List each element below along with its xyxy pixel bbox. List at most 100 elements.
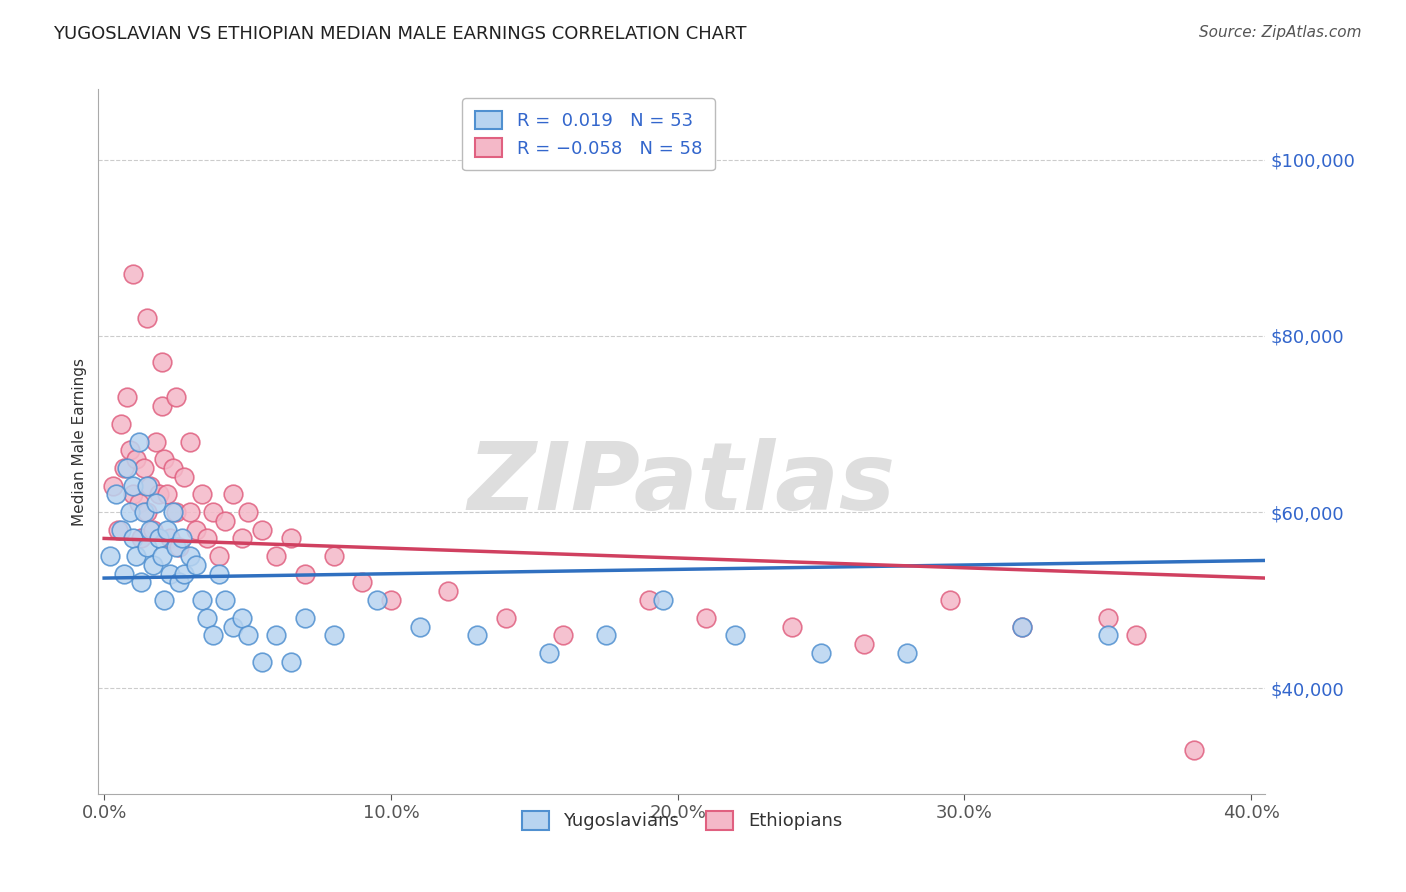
Text: ZIPatlas: ZIPatlas [468, 438, 896, 530]
Point [782, 619, 804, 633]
Point [231, 611, 253, 625]
Point [222, 487, 245, 501]
Point [437, 584, 460, 599]
Point [101, 478, 124, 492]
Point [156, 523, 179, 537]
Point [551, 628, 574, 642]
Point [896, 646, 918, 660]
Point [121, 487, 143, 501]
Point [125, 549, 148, 563]
Point [121, 478, 143, 492]
Point [134, 505, 156, 519]
Point [179, 505, 201, 519]
Point [280, 532, 302, 546]
Point [236, 628, 259, 642]
Point [852, 637, 875, 651]
Point [128, 434, 150, 449]
Point [136, 505, 159, 519]
Point [366, 593, 388, 607]
Text: YUGOSLAVIAN VS ETHIOPIAN MEDIAN MALE EARNINGS CORRELATION CHART: YUGOSLAVIAN VS ETHIOPIAN MEDIAN MALE EAR… [53, 25, 747, 43]
Point [294, 566, 316, 581]
Point [214, 593, 236, 607]
Point [107, 523, 129, 537]
Point [173, 566, 195, 581]
Point [724, 628, 747, 642]
Point [250, 523, 273, 537]
Point [118, 505, 141, 519]
Point [179, 549, 201, 563]
Point [408, 619, 430, 633]
Point [165, 391, 187, 405]
Point [131, 575, 153, 590]
Point [145, 434, 167, 449]
Point [695, 611, 717, 625]
Point [638, 593, 661, 607]
Point [264, 628, 287, 642]
Point [495, 611, 517, 625]
Point [167, 575, 190, 590]
Point [148, 487, 170, 501]
Point [134, 461, 156, 475]
Point [115, 461, 138, 475]
Point [136, 541, 159, 555]
Point [1182, 743, 1205, 757]
Point [1097, 628, 1119, 642]
Point [202, 628, 225, 642]
Point [294, 611, 316, 625]
Point [537, 646, 560, 660]
Point [128, 496, 150, 510]
Point [170, 532, 193, 546]
Point [142, 523, 165, 537]
Point [214, 514, 236, 528]
Point [125, 452, 148, 467]
Point [939, 593, 962, 607]
Point [131, 532, 153, 546]
Point [121, 267, 143, 281]
Point [250, 655, 273, 669]
Point [264, 549, 287, 563]
Point [162, 505, 184, 519]
Point [110, 417, 132, 431]
Point [162, 461, 184, 475]
Point [190, 487, 212, 501]
Point [139, 523, 162, 537]
Y-axis label: Median Male Earnings: Median Male Earnings [72, 358, 87, 525]
Point [150, 355, 173, 369]
Point [115, 391, 138, 405]
Point [595, 628, 617, 642]
Point [352, 575, 374, 590]
Point [208, 549, 231, 563]
Point [202, 505, 225, 519]
Point [118, 443, 141, 458]
Point [159, 566, 181, 581]
Point [98, 549, 121, 563]
Point [380, 593, 402, 607]
Point [208, 566, 231, 581]
Point [150, 549, 173, 563]
Point [110, 523, 132, 537]
Text: Source: ZipAtlas.com: Source: ZipAtlas.com [1198, 25, 1361, 40]
Point [1011, 619, 1033, 633]
Point [179, 434, 201, 449]
Point [184, 523, 207, 537]
Point [222, 619, 245, 633]
Point [148, 532, 170, 546]
Point [145, 496, 167, 510]
Point [322, 549, 344, 563]
Point [236, 505, 259, 519]
Point [112, 566, 135, 581]
Legend: Yugoslavians, Ethiopians: Yugoslavians, Ethiopians [515, 804, 849, 838]
Point [190, 593, 212, 607]
Point [1011, 619, 1033, 633]
Point [121, 532, 143, 546]
Point [195, 611, 218, 625]
Point [1097, 611, 1119, 625]
Point [153, 593, 176, 607]
Point [139, 478, 162, 492]
Point [142, 558, 165, 572]
Point [153, 452, 176, 467]
Point [112, 461, 135, 475]
Point [165, 541, 187, 555]
Point [1125, 628, 1147, 642]
Point [165, 505, 187, 519]
